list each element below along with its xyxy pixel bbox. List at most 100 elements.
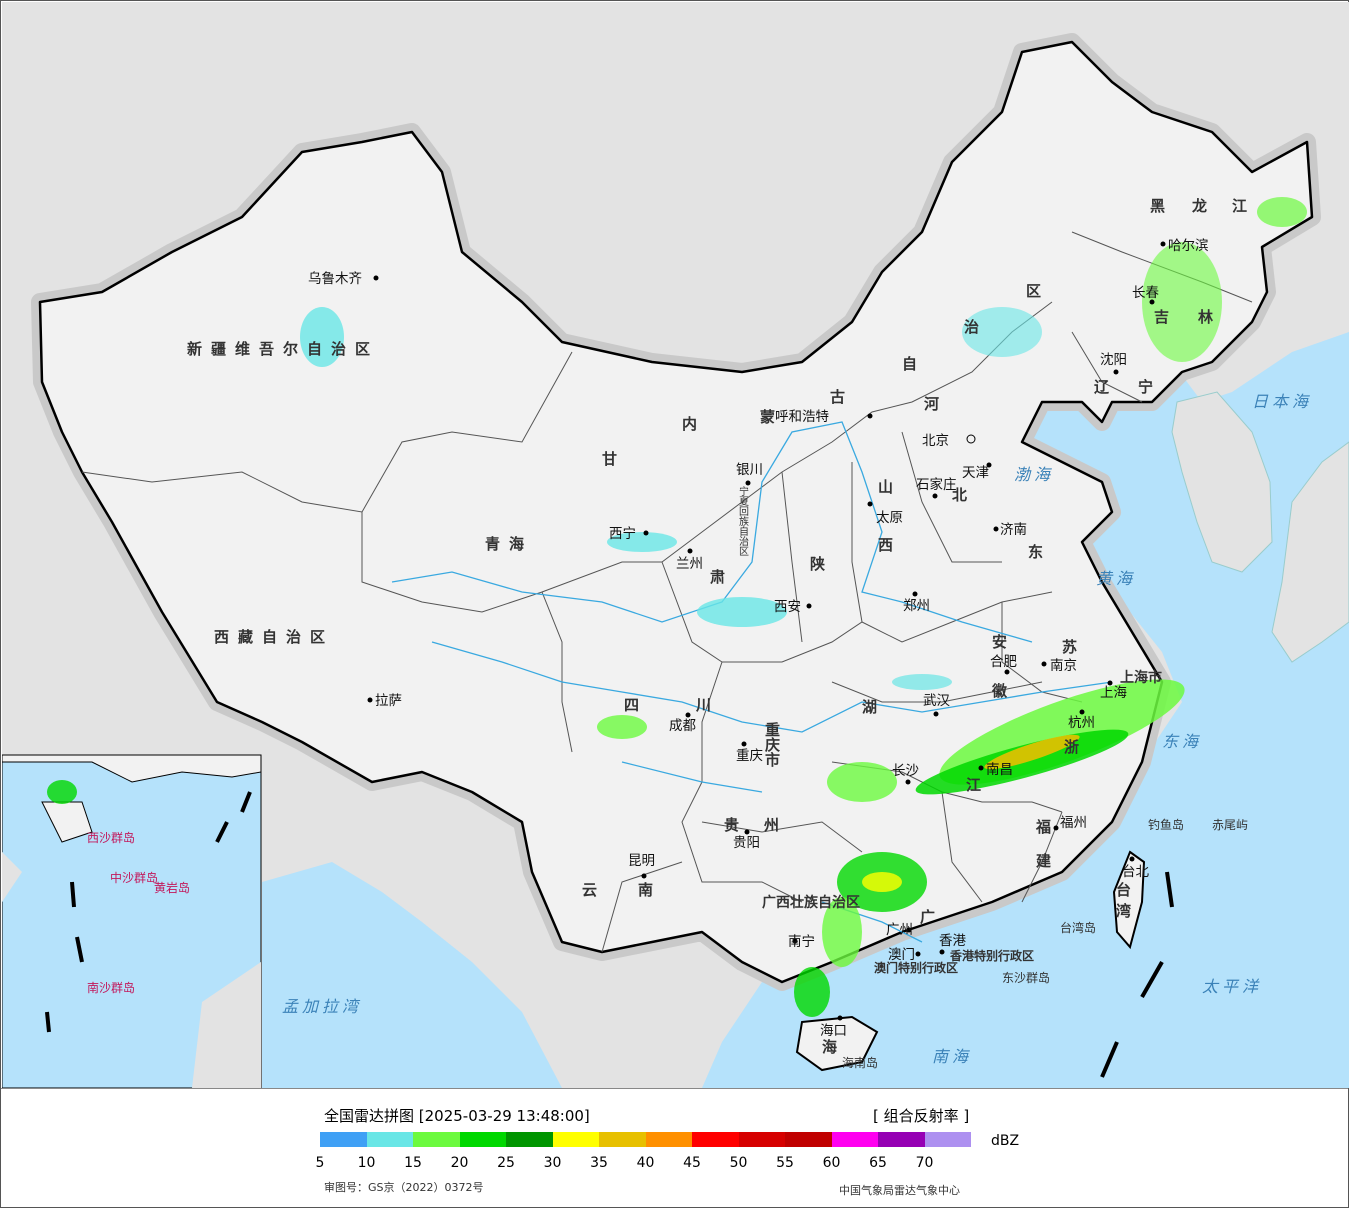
korea-land [1171, 391, 1273, 573]
label-qinghai: 青海 [485, 535, 533, 553]
color-swatch [738, 1132, 785, 1147]
city-jinan: 济南 [1000, 522, 1027, 538]
scale-tick-label: 70 [915, 1155, 934, 1171]
label-he-hb: 河 [924, 395, 948, 413]
city-xining: 西宁 [609, 525, 636, 542]
city-urumqi: 乌鲁木齐 [308, 271, 362, 287]
color-swatch [645, 1132, 692, 1147]
city-nanchang: 南昌 [986, 762, 1013, 778]
label-gui: 贵 [724, 816, 748, 834]
label-chuan: 川 [695, 696, 720, 714]
city-kunming: 昆明 [628, 853, 655, 869]
label-zhe: 浙 [1064, 738, 1088, 756]
city-guangzhou: 广州 [886, 922, 913, 938]
label-dong-sd: 东 [1028, 543, 1052, 561]
scale-tick-label: 20 [450, 1155, 469, 1171]
city-zhengzhou: 郑州 [903, 598, 930, 614]
unit-label: dBZ [991, 1133, 1020, 1149]
label-hu: 湖 [862, 698, 886, 716]
label-long: 龙 [1191, 197, 1216, 215]
label-ji-jl: 吉 [1154, 308, 1178, 326]
scale-tick-label: 25 [497, 1155, 515, 1171]
label-zhi: 治 [964, 318, 988, 336]
island-hainan: 海南岛 [842, 1055, 878, 1070]
city-changsha: 长沙 [892, 763, 919, 779]
radar-map: 新疆维吾尔自治区 西藏自治区 青海 甘 肃 内 蒙 古 自 治 区 黑 龙 江 … [2, 2, 1349, 1088]
rivers [391, 421, 1113, 943]
approval-number: 审图号：GS京（2022）0372号 [324, 1181, 484, 1194]
sea-pacific: 太平洋 [1202, 977, 1262, 996]
color-swatch [831, 1132, 878, 1147]
city-chongqing: 重庆 [736, 748, 763, 764]
sea-yellow: 黄海 [1096, 569, 1136, 588]
city-fuzhou: 福州 [1060, 815, 1087, 831]
city-changchun: 长春 [1132, 285, 1160, 301]
label-shanghai-city: 上海市 [1120, 669, 1162, 686]
east-sea-area [702, 302, 1349, 1088]
city-haikou: 海口 [820, 1023, 847, 1039]
label-gu: 古 [830, 388, 854, 406]
label-hui: 徽 [991, 682, 1016, 700]
city-beijing: 北京 [922, 433, 949, 449]
label-nei: 内 [682, 415, 706, 433]
label-meng: 蒙 [760, 408, 784, 426]
color-scale-ticks: 5 10 15 20 25 30 35 40 45 50 55 60 65 70 [316, 1155, 971, 1173]
label-chongqing: 重庆市 [763, 721, 781, 768]
sea-bengal: 孟加拉湾 [282, 997, 362, 1016]
scale-tick-label: 65 [869, 1155, 887, 1171]
color-swatch [506, 1132, 553, 1147]
label-zi: 自 [902, 355, 926, 373]
color-swatch [878, 1132, 925, 1147]
label-shan: 山 [878, 478, 902, 496]
label-hei: 黑 [1150, 197, 1174, 215]
label-gan: 甘 [602, 450, 626, 468]
label-xinjiang: 新疆维吾尔自治区 [187, 340, 379, 358]
japan-land [1271, 441, 1349, 663]
color-swatch [413, 1132, 460, 1147]
island-dongsha-label: 东沙群岛 [1002, 970, 1050, 985]
label-liao: 辽 [1094, 378, 1118, 396]
product-name: [ 组合反射率 ] [873, 1107, 970, 1125]
city-guiyang: 贵阳 [733, 835, 760, 851]
scale-tick-label: 35 [590, 1155, 608, 1171]
scale-tick-label: 10 [357, 1155, 376, 1171]
city-taiyuan: 太原 [876, 510, 903, 526]
city-tianjin: 天津 [962, 465, 989, 481]
city-hefei: 合肥 [990, 654, 1017, 670]
sea-south: 南海 [932, 1047, 972, 1066]
city-chengdu: 成都 [669, 718, 696, 734]
island-huangyan: 黄岩岛 [154, 880, 190, 895]
label-su: 肃 [710, 568, 734, 586]
label-wan: 湾 [1116, 902, 1140, 920]
scale-tick-label: 40 [636, 1155, 655, 1171]
hainan-island [795, 1015, 879, 1072]
city-nanjing: 南京 [1050, 658, 1077, 674]
color-swatch [320, 1132, 367, 1147]
city-markers: 乌鲁木齐 拉萨 西宁 兰州 银川 呼和浩特 北京 天津 石家庄 太原 济南 西安… [308, 238, 1209, 1039]
scale-tick-label: 60 [822, 1155, 841, 1171]
city-shanghai: 上海 [1100, 685, 1127, 701]
scale-tick-label: 30 [543, 1155, 562, 1171]
color-swatch [924, 1132, 971, 1147]
city-shijiazhuang: 石家庄 [916, 476, 957, 493]
sea-bohai: 渤海 [1014, 465, 1054, 484]
label-jiang-hlj: 江 [1232, 197, 1256, 215]
taiwan-island [1112, 850, 1146, 950]
island-zhongsha: 中沙群岛 [110, 870, 158, 885]
label-yun: 云 [582, 881, 606, 899]
label-fu: 福 [1035, 818, 1060, 836]
label-zhou: 州 [763, 816, 788, 834]
scale-tick-label: 50 [729, 1155, 748, 1171]
city-yinchuan: 银川 [736, 462, 763, 478]
label-su-js: 苏 [1062, 638, 1086, 656]
label-guang: 广 [920, 908, 944, 926]
color-scale [320, 1132, 971, 1147]
scale-tick-label: 5 [315, 1155, 325, 1171]
city-wuhan: 武汉 [923, 693, 951, 709]
label-lin: 林 [1198, 308, 1222, 326]
south-china-sea-inset [2, 754, 262, 1088]
color-swatch [785, 1132, 832, 1147]
city-hangzhou: 杭州 [1068, 715, 1095, 731]
sea-japan: 日本海 [1252, 392, 1312, 411]
